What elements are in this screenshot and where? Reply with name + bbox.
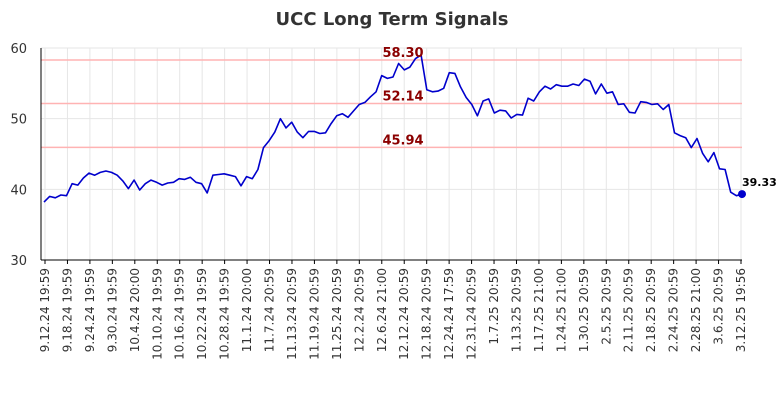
axes: 30 40 50 60 9.12.24 19:59 9.18.24 19:59 9.24.2… [10, 42, 748, 360]
x-tick-label: 10.10.24 19:59 [150, 268, 164, 360]
grid-lines [41, 47, 742, 261]
x-tick-label: 10.28.24 19:59 [218, 268, 232, 360]
x-tick-label: 2.18.25 20:59 [644, 268, 658, 352]
x-tick-label: 10.4.24 20:00 [128, 268, 142, 352]
x-tick-label: 9.24.24 19:59 [83, 268, 97, 352]
x-tick-label: 11.1.24 20:00 [240, 268, 254, 352]
x-tick-label: 12.2.24 20:59 [352, 268, 366, 352]
x-tick-label: 12.18.24 20:59 [420, 268, 434, 360]
x-tick-label: 12.31.24 20:59 [465, 268, 479, 360]
x-tick-label: 9.12.24 19:59 [38, 268, 52, 352]
x-tick-label: 3.12.25 19:56 [734, 268, 748, 352]
x-tick-label: 12.6.24 21:00 [375, 268, 389, 352]
x-tick-label: 10.16.24 19:59 [173, 268, 187, 360]
x-tick-label: 1.7.25 20:59 [487, 268, 501, 345]
x-tick-label: 9.30.24 19:59 [105, 268, 119, 352]
x-tick-label: 3.6.25 20:59 [712, 268, 726, 345]
x-tick-label: 2.28.25 21:00 [689, 268, 703, 352]
x-tick-label: 11.13.24 20:59 [285, 268, 299, 360]
last-point-marker [738, 190, 746, 199]
x-tick-label: 2.5.25 20:59 [599, 268, 613, 345]
reference-line-label: 45.94 [382, 133, 423, 148]
x-tick-label: 9.18.24 19:59 [60, 268, 74, 352]
x-tick-label: 1.13.25 20:59 [509, 268, 523, 352]
x-tick-label: 1.24.25 21:00 [554, 268, 568, 352]
x-tick-label: 12.12.24 20:59 [397, 268, 411, 360]
last-point-label: 39.33 [742, 176, 777, 189]
labels-layer: 58.30 52.14 45.94 39.33 [382, 46, 776, 189]
price-series-line [43, 54, 743, 203]
x-tick-label: 11.19.24 20:59 [307, 268, 321, 360]
x-tick-label: 10.22.24 19:59 [195, 268, 209, 360]
y-tick-label: 30 [10, 254, 27, 269]
y-tick-label: 60 [10, 42, 27, 57]
reference-line-label: 58.30 [382, 46, 423, 61]
y-tick-label: 40 [10, 183, 27, 198]
x-tick-label: 11.7.24 20:59 [263, 268, 277, 352]
x-tick-label: 1.17.25 21:00 [532, 268, 546, 352]
x-tick-label: 1.30.25 20:59 [577, 268, 591, 352]
x-tick-label: 2.24.25 20:59 [667, 268, 681, 352]
x-tick-label: 11.25.24 20:59 [330, 268, 344, 360]
reference-lines [41, 59, 742, 149]
series-layer [43, 54, 746, 203]
y-tick-label: 50 [10, 113, 27, 128]
chart-title: UCC Long Term Signals [276, 9, 509, 30]
reference-line-label: 52.14 [382, 90, 423, 105]
x-tick-label: 2.11.25 20:59 [622, 268, 636, 352]
x-tick-label: 12.24.24 17:59 [442, 268, 456, 360]
